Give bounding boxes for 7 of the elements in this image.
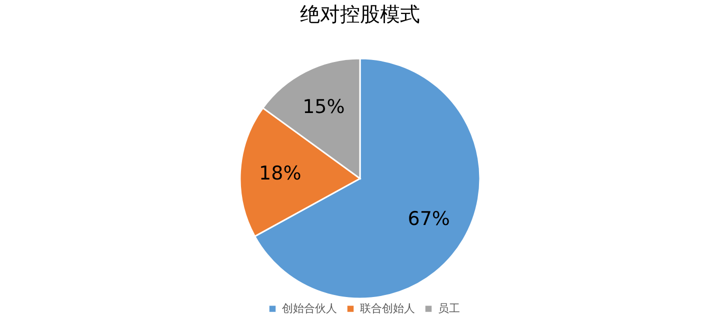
data-label: 67%	[408, 208, 450, 230]
legend-label: 员工	[438, 302, 460, 315]
chart-title: 绝对控股模式	[300, 2, 420, 26]
legend-label: 联合创始人	[360, 302, 415, 315]
data-label: 15%	[302, 96, 345, 118]
data-label: 18%	[259, 162, 302, 184]
legend-label: 创始合伙人	[282, 302, 337, 315]
